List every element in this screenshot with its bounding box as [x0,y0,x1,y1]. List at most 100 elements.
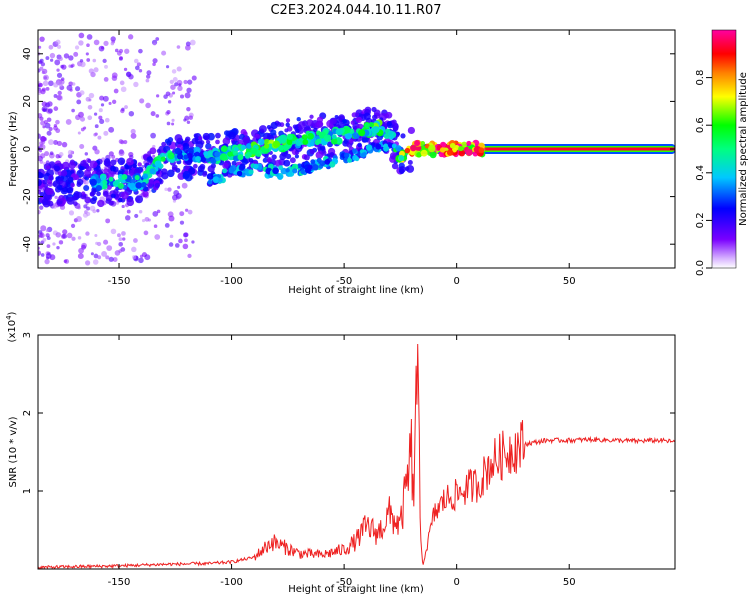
spectrogram-noise-point [176,66,182,72]
spectrogram-noise-point [39,144,43,148]
spectrogram-noise-point [38,45,42,49]
spectrogram-cloud-point [110,193,116,199]
spectrogram-noise-point [99,118,105,125]
spectrogram-noise-point [45,56,50,60]
spectrogram-noise-point [116,50,122,56]
spectrogram-noise-point [58,56,63,62]
spectrogram-noise-point [187,253,192,259]
spectrogram-noise-point [77,236,82,240]
spectrogram-cloud-point [79,166,84,171]
spectrogram-cloud-point [399,165,406,173]
spectrogram-noise-point [39,36,45,42]
spectrogram-noise-point [53,106,59,111]
spectrogram-ridge-point [174,147,182,155]
colorbar-tick-label: 0.2 [695,212,706,228]
spectrogram-cloud-point [285,118,291,123]
spectrogram-ridge-point [420,141,426,147]
spectrogram-ridge-point [331,134,337,140]
spectrogram-noise-point [104,117,110,123]
spectrogram-noise-point [182,243,189,250]
spectrogram-noise-point [139,98,145,104]
spectrogram-noise-point [134,213,139,219]
spectrogram-noise-point [101,251,107,257]
spectrogram-xtick-label: 50 [563,276,576,287]
spectrogram-noise-point [96,209,100,213]
spectrogram-noise-point [40,225,47,232]
spectrogram-noise-point [85,211,91,217]
spectrogram-noise-point [68,55,74,61]
snr-ytick-label: 3 [22,332,33,338]
spectrogram-cloud-point [297,121,306,129]
spectrogram-noise-point [95,241,99,245]
spectrogram-cloud-point [166,169,175,178]
spectrogram-ytick-label: -20 [22,188,33,204]
spectrogram-noise-point [39,66,44,71]
spectrogram-ridge-point [323,134,332,142]
spectrogram-noise-point [183,79,188,85]
spectrogram-band-core [483,147,675,151]
spectrogram-noise-point [121,231,126,236]
spectrogram-ridge-point [302,139,309,145]
spectrogram-ridge-point [205,157,211,163]
spectrogram-noise-point [186,87,192,93]
spectrogram-cloud-point [279,153,287,161]
spectrogram-noise-point [76,99,82,105]
spectrogram-noise-point [45,253,52,259]
spectrogram-ridge-point [149,168,156,175]
spectrogram-ridge-point [388,130,394,137]
spectrogram-noise-point [79,90,85,96]
spectrogram-noise-point [133,81,139,88]
spectrogram-noise-point [79,59,84,63]
spectrogram-noise-point [143,230,149,236]
spectrogram-ridge-point [358,129,366,137]
spectrogram-noise-point [134,65,140,71]
spectrogram-noise-point [94,124,99,129]
spectrogram-noise-point [42,125,46,129]
spectrogram-noise-point [150,132,156,139]
spectrogram-noise-point [46,236,51,241]
spectrogram-noise-point [186,120,191,125]
spectrogram-noise-point [131,246,137,253]
spectrogram-noise-point [80,244,87,250]
spectrogram-noise-point [58,152,64,157]
spectrogram-noise-point [169,234,174,239]
spectrogram-noise-point [110,41,115,46]
snr-scale-note: (x104) [5,311,18,342]
spectrogram-ridge-point [183,154,189,160]
spectrogram-noise-point [112,99,117,104]
spectrogram-noise-point [152,58,158,64]
spectrogram-branch-point [352,154,359,161]
spectrogram-cloud-point [329,152,335,158]
spectrogram-cloud-point [96,191,101,197]
spectrogram-cloud-point [271,154,277,160]
spectrogram-branch-point [207,179,213,185]
spectrogram-cloud-point [60,186,69,195]
spectrogram-noise-point [44,258,50,265]
spectrogram-noise-point [53,140,59,145]
spectrogram-noise-point [103,130,109,136]
spectrogram-xtick-label: -50 [336,276,352,287]
spectrogram-cloud-point [161,141,167,147]
spectrogram-cloud-point [161,172,169,180]
colorbar-label: Normalized spectral amplitude [738,72,749,226]
spectrogram-ridge-point [250,147,258,155]
spectrogram-cloud-point [266,124,272,130]
spectrogram-ridge-point [368,121,375,128]
spectrogram-noise-point [38,155,43,162]
spectrogram-noise-point [128,111,135,117]
spectrogram-noise-point [166,121,171,126]
spectrogram-ridge-point [316,138,322,144]
spectrogram-cloud-point [197,165,205,173]
spectrogram-cloud-point [83,184,90,192]
spectrogram-noise-point [57,90,62,96]
spectrogram-ridge-point [429,151,437,159]
spectrogram-ridge-point [330,138,338,145]
snr-xtick-label: 0 [453,577,459,588]
spectrogram-noise-point [93,39,100,46]
spectrogram-noise-point [63,259,68,263]
spectrogram-ridge-point [100,174,106,181]
snr-marks [38,343,675,569]
spectrogram-noise-point [114,48,119,53]
spectrogram-cloud-point [124,165,130,170]
